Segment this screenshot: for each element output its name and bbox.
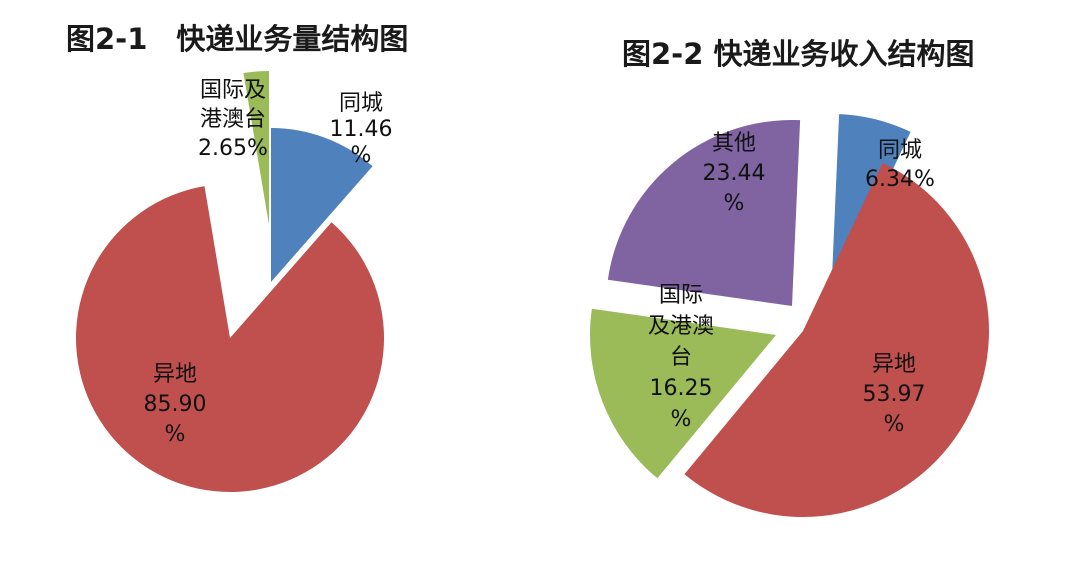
chart1-data-label-1: 异地 85.90% <box>144 362 207 447</box>
chart2-slice-3 <box>607 120 801 306</box>
chart1-slice-2 <box>243 71 269 225</box>
chart1-slice-1 <box>76 186 385 492</box>
chart1-slice-0 <box>271 128 373 282</box>
chart2-data-label-1: 异地 53.97% <box>863 352 926 437</box>
chart1-title: 图2-1 快递业务量结构图 <box>66 22 409 56</box>
chart2-data-label-0: 同城 6.34% <box>865 138 935 192</box>
chart1-data-label-2: 国际及港澳台 2.65% <box>198 78 268 161</box>
chart2-title: 图2-2 快递业务收入结构图 <box>622 37 975 71</box>
chart2-slice-1 <box>684 162 989 517</box>
chart2-data-label-3: 其他 23.44% <box>703 131 766 216</box>
chart2-slice-2 <box>589 308 776 479</box>
chart1-data-label-0: 同城 11.46% <box>330 91 393 168</box>
chart2-pie: 同城 6.34% 异地 53.97 % 国际及港澳台 16.25 % 其他 23.44% <box>589 114 989 517</box>
chart1-pie: 同城 11.46 % 异地 85.90 % 国际及港澳台 2.65% <box>76 71 392 492</box>
chart2-data-label-2: 国际及港澳台 16.25% <box>648 283 714 432</box>
